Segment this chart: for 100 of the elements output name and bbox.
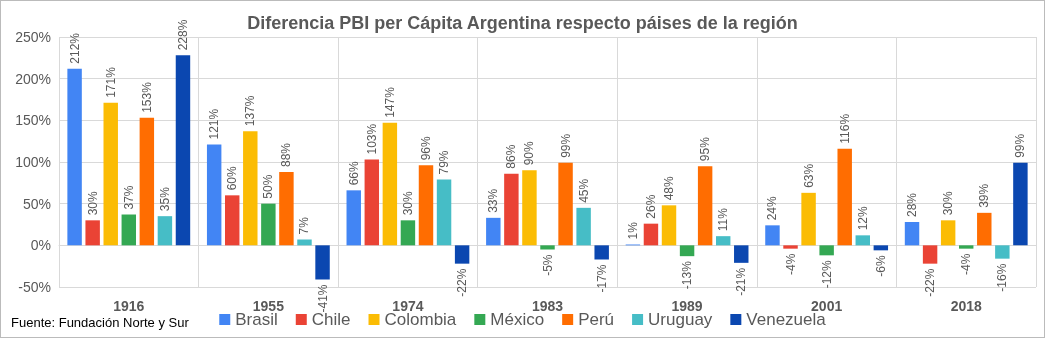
data-label: 50%: [261, 174, 276, 199]
data-label: 103%: [364, 123, 379, 155]
legend-label: Perú: [578, 310, 615, 329]
data-label: -12%: [819, 260, 834, 289]
data-label: 28%: [905, 192, 920, 217]
bar: [175, 55, 191, 246]
data-label: 45%: [576, 178, 591, 203]
bar: [103, 102, 118, 246]
data-label: 66%: [346, 160, 361, 186]
bar: [940, 220, 956, 246]
data-label: 212%: [67, 32, 82, 64]
bar: [661, 205, 677, 246]
data-label: 121%: [207, 108, 222, 140]
data-label: -4%: [783, 253, 798, 276]
bar: [995, 245, 1010, 259]
bar: [261, 203, 276, 246]
y-tick-label: 250%: [15, 29, 51, 45]
bar: [382, 122, 398, 246]
bar: [1013, 162, 1028, 246]
data-label: 30%: [400, 190, 415, 216]
data-label: 30%: [85, 190, 100, 216]
y-tick-label: -50%: [18, 279, 51, 295]
y-tick-label: 200%: [15, 70, 51, 87]
bar: [801, 192, 816, 246]
bar: [765, 225, 780, 246]
bar: [922, 245, 938, 264]
data-label: -5%: [540, 254, 555, 276]
data-label: 96%: [418, 135, 433, 161]
chart-title: Diferencia PBI per Cápita Argentina respecto páises de la región: [247, 13, 798, 33]
bar: [400, 220, 416, 246]
x-tick-label: 1916: [113, 298, 145, 314]
bar: [157, 216, 173, 246]
bar: [67, 68, 82, 246]
data-label: 99%: [558, 133, 573, 158]
bar: [418, 165, 434, 246]
bar: [85, 220, 100, 246]
bar: [504, 173, 519, 246]
bar: [522, 170, 537, 246]
data-label: 63%: [801, 163, 816, 188]
bar: [679, 245, 695, 257]
bar: [558, 162, 573, 246]
bar: [206, 144, 222, 246]
data-label: 153%: [139, 81, 154, 113]
y-tick-label: 0%: [30, 237, 51, 254]
bar: [819, 245, 834, 256]
data-label: 12%: [855, 205, 870, 231]
y-tick-label: 50%: [22, 195, 51, 212]
bar: [855, 235, 870, 246]
data-label: -4%: [959, 253, 974, 276]
bar: [540, 245, 555, 250]
bar: [715, 236, 731, 246]
data-label: 60%: [225, 165, 240, 191]
data-label: 39%: [977, 183, 992, 208]
bar: [364, 159, 380, 246]
data-label: -41%: [315, 284, 330, 313]
bar: [904, 222, 920, 246]
data-label: 1%: [625, 221, 640, 240]
data-label: 26%: [643, 194, 658, 219]
bar: [315, 245, 330, 280]
bar: [873, 245, 889, 251]
data-label: -13%: [680, 260, 695, 290]
bar: [436, 179, 452, 246]
data-label: 86%: [504, 144, 519, 169]
data-label: 228%: [175, 19, 190, 51]
data-label: 7%: [297, 216, 312, 235]
data-label: 95%: [698, 136, 713, 162]
data-label: 48%: [662, 175, 677, 201]
data-label: 37%: [121, 185, 136, 210]
data-label: -6%: [873, 255, 888, 277]
bar: [643, 223, 659, 246]
data-label: 137%: [243, 95, 258, 127]
bar: [486, 217, 501, 246]
data-label: 33%: [486, 188, 501, 213]
data-label: -22%: [923, 268, 938, 297]
data-label: 99%: [1013, 133, 1028, 158]
y-tick-label: 150%: [15, 112, 51, 129]
bar: [837, 148, 852, 246]
bar: [139, 117, 155, 246]
data-label: 11%: [716, 207, 731, 232]
source-note: Fuente: Fundación Norte y Sur: [11, 315, 190, 330]
bar: [958, 245, 974, 249]
data-label: 79%: [437, 150, 452, 175]
data-label: -22%: [455, 268, 470, 297]
data-label: 90%: [522, 140, 537, 166]
data-label: 24%: [765, 195, 780, 221]
data-label: 88%: [279, 142, 294, 167]
bar: [697, 166, 713, 246]
bar: [576, 207, 591, 246]
bar: [225, 195, 240, 246]
bar: [346, 190, 361, 246]
bar: [734, 245, 749, 263]
data-label: 147%: [382, 86, 397, 118]
bar: [977, 212, 992, 246]
data-label: 30%: [941, 190, 956, 216]
data-label: -21%: [734, 267, 749, 296]
data-label: -16%: [995, 263, 1010, 292]
bar: [594, 245, 609, 260]
data-label: -17%: [594, 264, 609, 293]
bar: [243, 131, 258, 246]
x-tick-label: 2018: [950, 298, 982, 314]
